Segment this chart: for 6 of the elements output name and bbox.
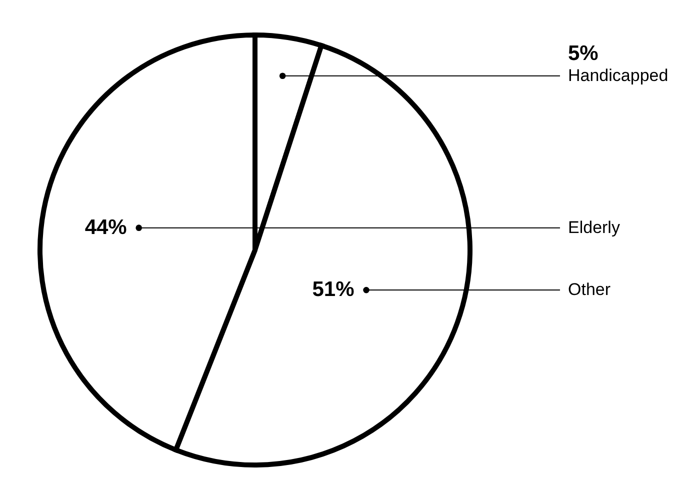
slice-label: Elderly <box>568 218 620 237</box>
data-label: 51% <box>312 278 355 302</box>
data-label: 5% <box>568 42 599 65</box>
slice-label: Handicapped <box>568 66 668 85</box>
slice-label: Other <box>568 280 611 300</box>
data-label: 44% <box>84 216 128 239</box>
